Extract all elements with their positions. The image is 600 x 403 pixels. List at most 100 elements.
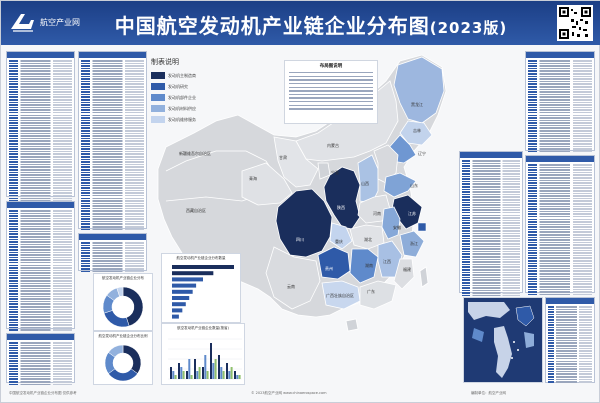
bar	[210, 343, 212, 379]
donut-slice	[108, 344, 124, 358]
bar	[230, 367, 233, 379]
label-fujian: 福建	[403, 267, 411, 272]
bar	[170, 367, 172, 379]
legend-item: 发动机维修服务	[151, 115, 243, 124]
legend-label: 发动机研究	[168, 83, 188, 89]
footer-left: 中国航空发动机产业链企业分布图 仅供参考	[9, 391, 77, 395]
bar	[180, 367, 183, 379]
bar	[188, 359, 191, 379]
bar	[178, 363, 180, 379]
map-legend: 制表说明 发动机主制造商 发动机研究发动机部件企业 发动机材料供应发动机维修服务	[151, 57, 243, 126]
region-guizhou	[317, 246, 351, 280]
bar1-title: 航空发动机产业链企业分布数量	[176, 256, 226, 260]
region-heilongjiang	[393, 56, 445, 124]
footer-center: © 2023航空产业网 www.chinaerospace.com	[251, 391, 327, 395]
label-chongqing: 重庆	[335, 239, 343, 244]
region-yunnan	[265, 246, 321, 310]
legend-label: 发动机部件企业	[168, 94, 196, 100]
bar	[206, 371, 209, 379]
bar	[172, 271, 214, 276]
region-hunan	[349, 248, 379, 284]
bar	[234, 371, 236, 379]
label-heilongjiang: 黑龙江	[411, 102, 423, 107]
region-hainan	[345, 318, 359, 332]
donut-slice	[116, 286, 124, 297]
bar	[198, 367, 201, 379]
label-shandong: 山东	[410, 183, 418, 188]
plane-logo-icon	[11, 14, 34, 32]
bar	[190, 375, 193, 379]
bar	[186, 371, 188, 379]
label-qinghai: 青海	[249, 176, 257, 181]
bar	[172, 371, 175, 379]
legend-swatch	[151, 105, 165, 112]
qr-code	[557, 5, 593, 41]
label-yunnan: 云南	[287, 284, 295, 289]
legend-label: 发动机材料供应	[168, 105, 196, 111]
label-jiangxi: 江西	[383, 259, 391, 264]
label-hunan: 湖南	[365, 263, 373, 268]
right-panel-d	[545, 297, 595, 383]
donut-chart-2: 航空发动机产业链企业分布比例	[93, 331, 153, 385]
right-panel-b	[459, 151, 523, 297]
south-china-sea-inset	[463, 297, 543, 383]
label-ningxia: 宁夏	[331, 170, 339, 175]
region-taiwan	[419, 266, 429, 288]
label-guangdong: 广东	[367, 289, 375, 294]
bar-chart-1: 航空发动机产业链企业分布数量	[161, 253, 241, 323]
donut1-title: 航空发动机产业链企业分布	[102, 276, 144, 280]
bar	[228, 371, 231, 379]
left-panel-a	[6, 51, 75, 202]
label-zhejiang: 浙江	[410, 241, 418, 246]
header-banner: 航空产业网 中国航空发动机产业链企业分布图(2023版)	[1, 1, 600, 45]
label-hubei: 湖北	[364, 237, 372, 242]
bar	[236, 375, 239, 379]
donut2-title: 航空发动机产业链企业分布比例	[98, 334, 148, 338]
label-jilin: 吉林	[413, 128, 421, 133]
label-xinjiang: 新疆维吾尔自治区	[179, 151, 211, 156]
label-shanxi: 山西	[361, 181, 369, 186]
region-jilin	[399, 120, 433, 146]
right-panel-a	[525, 51, 595, 153]
left-panel-d	[78, 233, 147, 273]
legend-label: 发动机主制造商	[168, 72, 196, 78]
bar	[172, 302, 186, 307]
bar	[196, 371, 199, 379]
bar	[226, 363, 228, 379]
bar	[172, 296, 190, 300]
legend-item: 发动机研究	[151, 82, 243, 91]
region-chongqing	[329, 222, 353, 250]
bar	[238, 375, 241, 379]
bar	[172, 265, 234, 269]
region-fujian	[393, 258, 415, 290]
legend-item: 发动机部件企业	[151, 93, 243, 102]
bar	[182, 371, 185, 379]
footer: 中国航空发动机产业链企业分布图 仅供参考 © 2023航空产业网 www.chi…	[1, 387, 600, 403]
bar	[218, 355, 220, 379]
bar-chart-2: 航空发动机产业链企业数量(按省)	[161, 323, 245, 385]
footer-right: 编制单位：航空产业网	[471, 391, 506, 395]
region-shanghai	[417, 222, 427, 232]
bar	[172, 314, 179, 319]
label-xizang: 西藏自治区	[186, 208, 206, 213]
bar	[172, 277, 203, 282]
label-jiangsu: 江苏	[408, 211, 416, 216]
region-sichuan	[275, 188, 333, 258]
region-shaanxi	[323, 166, 361, 230]
legend-title: 制表说明	[151, 58, 179, 66]
bar	[222, 371, 225, 379]
label-shaanxi: 陕西	[337, 205, 345, 210]
legend-item: 发动机主制造商	[151, 71, 243, 80]
left-panel-b	[78, 51, 147, 231]
donut-chart-1: 航空发动机产业链企业分布	[93, 273, 153, 331]
bar	[220, 367, 223, 379]
bar	[204, 355, 207, 379]
legend-swatch	[151, 94, 165, 101]
label-guangxi: 广西壮族自治区	[326, 293, 354, 298]
site-logo[interactable]: 航空产业网	[9, 10, 80, 34]
bar	[202, 367, 204, 379]
bar	[174, 375, 177, 379]
label-sichuan: 四川	[296, 237, 304, 242]
region-shandong	[383, 172, 417, 198]
legend-item: 发动机材料供应	[151, 104, 243, 113]
